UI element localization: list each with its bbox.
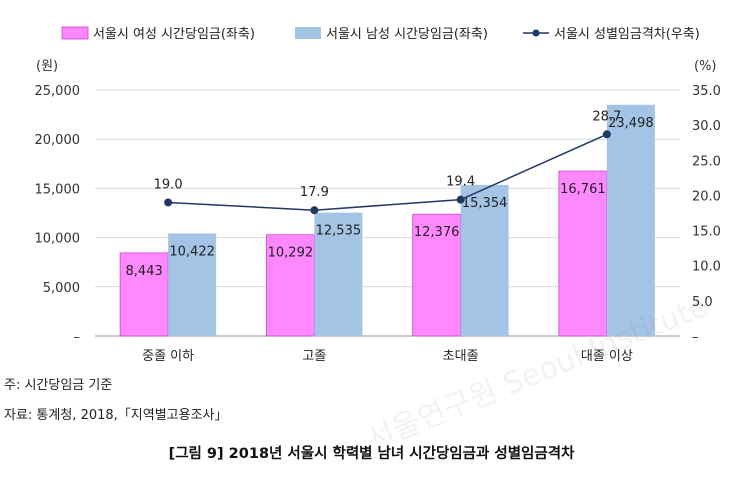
bar-male (460, 184, 509, 336)
gap-point (310, 206, 319, 215)
bar-label-male: 15,354 (462, 196, 508, 211)
left-tick-label: 20,000 (35, 133, 81, 148)
legend-label-female: 서울시 여성 시간당임금(좌축) (93, 27, 255, 42)
right-tick-label: 10.0 (692, 260, 721, 275)
legend-label-male: 서울시 남성 시간당임금(좌축) (326, 27, 488, 42)
category-label: 초대졸 (443, 349, 479, 364)
right-tick-label: 20.0 (692, 189, 721, 204)
gap-label: 19.0 (154, 177, 183, 192)
gap-label: 28.7 (592, 109, 621, 124)
legend: 서울시 여성 시간당임금(좌축) 서울시 남성 시간당임금(좌축) 서울시 성별… (61, 26, 700, 42)
bar-male (606, 104, 655, 336)
bar-male (314, 212, 363, 336)
bar-female (265, 234, 315, 337)
bar-label-female: 8,443 (126, 264, 163, 279)
gap-point (456, 195, 465, 204)
legend-marker-gap (532, 29, 540, 37)
right-axis-unit: (%) (694, 59, 717, 74)
gap-label: 17.9 (300, 185, 329, 200)
note-basis: 주: 시간당임금 기준 (4, 378, 113, 393)
bar-female (558, 170, 608, 337)
left-tick-label: 25,000 (35, 84, 81, 99)
category-label: 대졸 이상 (581, 349, 633, 364)
right-tick-label: 15.0 (692, 225, 721, 240)
bars (119, 104, 655, 337)
bar-label-male: 12,535 (316, 224, 362, 239)
left-tick-label: 15,000 (35, 182, 81, 197)
gap-line: 19.0 17.9 19.4 28.7 (154, 109, 621, 215)
category-labels: 중졸 이하 고졸 초대졸 대졸 이상 (142, 349, 633, 364)
gap-label: 19.4 (446, 175, 475, 190)
left-axis-unit: (원) (36, 59, 58, 74)
left-tick-label: – (74, 330, 81, 345)
category-label: 중졸 이하 (142, 349, 194, 364)
right-tick-label: 25.0 (692, 154, 721, 169)
category-label: 고졸 (302, 349, 326, 364)
right-tick-label: 5.0 (692, 295, 713, 310)
right-axis-ticks: – 5.0 10.0 15.0 20.0 25.0 30.0 35.0 (692, 84, 721, 345)
left-axis-ticks: – 5,000 10,000 15,000 20,000 25,000 (35, 84, 81, 345)
bar-label-male: 23,498 (608, 116, 654, 131)
left-tick-label: 5,000 (43, 281, 80, 296)
bar-female (412, 213, 462, 337)
gap-point (602, 130, 611, 139)
right-tick-label: 30.0 (692, 119, 721, 134)
right-tick-label: – (692, 330, 699, 345)
gap-point (164, 198, 173, 207)
chart: 서울시 여성 시간당임금(좌축) 서울시 남성 시간당임금(좌축) 서울시 성별… (35, 26, 721, 440)
figure-caption: [그림 9] 2018년 서울시 학력별 남녀 시간당임금과 성별임금격차 (168, 446, 575, 462)
gap-line-path (168, 133, 608, 211)
bar-label-female: 12,376 (414, 225, 460, 240)
note-source: 자료: 통계청, 2018,「지역별고용조사」 (4, 408, 228, 423)
right-tick-label: 35.0 (692, 84, 721, 99)
bar-male (168, 233, 217, 336)
legend-swatch-female (61, 26, 89, 40)
legend-label-gap: 서울시 성별임금격차(우축) (554, 27, 700, 42)
bar-label-male: 10,422 (169, 244, 215, 259)
bar-label-female: 10,292 (268, 246, 314, 261)
bar-label-female: 16,761 (560, 182, 606, 197)
legend-swatch-male (295, 27, 321, 39)
left-tick-label: 10,000 (35, 232, 81, 247)
